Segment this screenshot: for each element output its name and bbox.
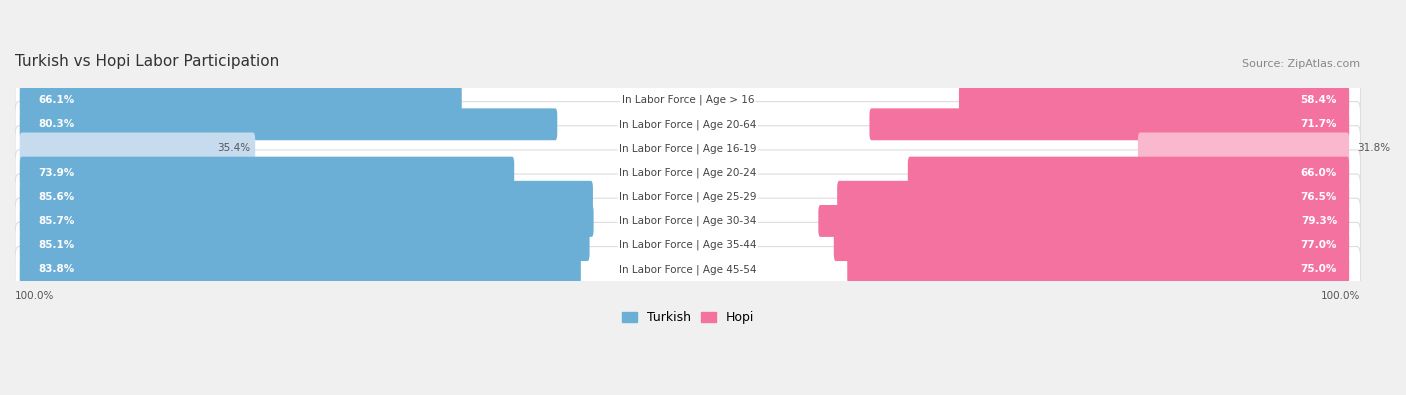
FancyBboxPatch shape <box>15 126 1361 171</box>
Text: 58.4%: 58.4% <box>1301 95 1337 105</box>
FancyBboxPatch shape <box>15 246 1361 292</box>
Text: In Labor Force | Age 25-29: In Labor Force | Age 25-29 <box>619 192 756 202</box>
FancyBboxPatch shape <box>959 84 1350 116</box>
Legend: Turkish, Hopi: Turkish, Hopi <box>617 306 759 329</box>
Text: In Labor Force | Age 35-44: In Labor Force | Age 35-44 <box>619 240 756 250</box>
FancyBboxPatch shape <box>837 181 1350 213</box>
Text: 35.4%: 35.4% <box>217 143 250 154</box>
Text: 80.3%: 80.3% <box>38 119 75 129</box>
Text: In Labor Force | Age 45-54: In Labor Force | Age 45-54 <box>619 264 756 275</box>
FancyBboxPatch shape <box>15 102 1361 147</box>
FancyBboxPatch shape <box>15 77 1361 123</box>
FancyBboxPatch shape <box>1137 132 1350 164</box>
FancyBboxPatch shape <box>20 157 515 188</box>
FancyBboxPatch shape <box>15 150 1361 196</box>
FancyBboxPatch shape <box>20 205 593 237</box>
Text: 77.0%: 77.0% <box>1301 240 1337 250</box>
Text: 76.5%: 76.5% <box>1301 192 1337 202</box>
FancyBboxPatch shape <box>20 84 461 116</box>
FancyBboxPatch shape <box>818 205 1350 237</box>
FancyBboxPatch shape <box>834 229 1350 261</box>
FancyBboxPatch shape <box>15 198 1361 244</box>
Text: 85.7%: 85.7% <box>38 216 75 226</box>
Text: In Labor Force | Age 20-64: In Labor Force | Age 20-64 <box>619 119 756 130</box>
Text: In Labor Force | Age > 16: In Labor Force | Age > 16 <box>621 95 754 105</box>
Text: In Labor Force | Age 16-19: In Labor Force | Age 16-19 <box>619 143 756 154</box>
Text: Source: ZipAtlas.com: Source: ZipAtlas.com <box>1243 59 1361 69</box>
Text: 83.8%: 83.8% <box>38 264 75 274</box>
FancyBboxPatch shape <box>20 181 593 213</box>
Text: 85.1%: 85.1% <box>38 240 75 250</box>
FancyBboxPatch shape <box>20 108 557 140</box>
Text: 71.7%: 71.7% <box>1301 119 1337 129</box>
FancyBboxPatch shape <box>869 108 1350 140</box>
Text: Turkish vs Hopi Labor Participation: Turkish vs Hopi Labor Participation <box>15 54 280 69</box>
Text: 100.0%: 100.0% <box>15 291 55 301</box>
FancyBboxPatch shape <box>20 132 256 164</box>
Text: In Labor Force | Age 30-34: In Labor Force | Age 30-34 <box>619 216 756 226</box>
Text: 31.8%: 31.8% <box>1357 143 1391 154</box>
Text: 79.3%: 79.3% <box>1301 216 1337 226</box>
FancyBboxPatch shape <box>20 229 589 261</box>
Text: 75.0%: 75.0% <box>1301 264 1337 274</box>
Text: In Labor Force | Age 20-24: In Labor Force | Age 20-24 <box>619 167 756 178</box>
FancyBboxPatch shape <box>15 174 1361 220</box>
FancyBboxPatch shape <box>15 222 1361 268</box>
Text: 100.0%: 100.0% <box>1322 291 1361 301</box>
Text: 66.1%: 66.1% <box>38 95 75 105</box>
FancyBboxPatch shape <box>848 253 1350 285</box>
Text: 66.0%: 66.0% <box>1301 167 1337 178</box>
FancyBboxPatch shape <box>908 157 1350 188</box>
Text: 85.6%: 85.6% <box>38 192 75 202</box>
Text: 73.9%: 73.9% <box>38 167 75 178</box>
FancyBboxPatch shape <box>20 253 581 285</box>
